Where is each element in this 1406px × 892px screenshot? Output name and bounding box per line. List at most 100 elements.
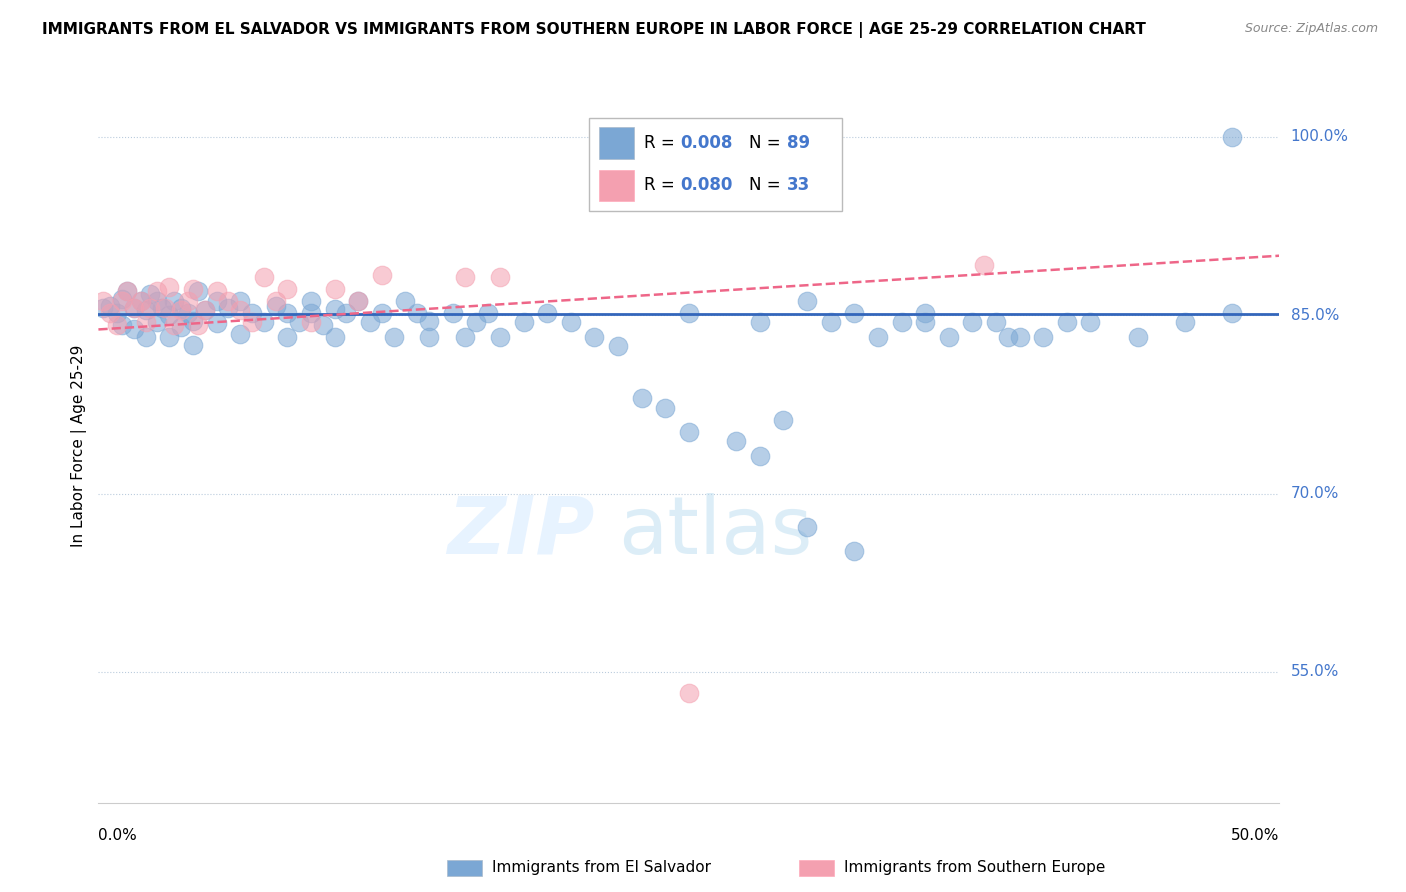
Point bbox=[997, 329, 1019, 343]
Point bbox=[150, 301, 173, 315]
Point bbox=[347, 293, 370, 308]
Point bbox=[135, 315, 157, 329]
Text: 85.0%: 85.0% bbox=[1291, 308, 1339, 323]
Point bbox=[240, 315, 263, 329]
Point bbox=[129, 293, 152, 308]
Point bbox=[177, 293, 200, 308]
Point bbox=[678, 306, 700, 320]
Point bbox=[181, 314, 204, 328]
Point bbox=[844, 306, 866, 320]
Point bbox=[135, 303, 157, 318]
Point bbox=[157, 329, 180, 343]
Point bbox=[820, 315, 842, 329]
Point bbox=[441, 306, 464, 320]
Point bbox=[205, 293, 228, 308]
Point bbox=[91, 293, 114, 308]
Text: 0.0%: 0.0% bbox=[98, 828, 138, 843]
Point bbox=[170, 301, 193, 315]
Point bbox=[264, 293, 287, 308]
Point bbox=[177, 306, 200, 320]
Text: Immigrants from Southern Europe: Immigrants from Southern Europe bbox=[844, 860, 1105, 874]
Bar bbox=[599, 127, 634, 159]
Point bbox=[163, 293, 186, 308]
Text: N =: N = bbox=[748, 177, 786, 194]
Point bbox=[489, 329, 512, 343]
Point bbox=[91, 301, 114, 315]
Point bbox=[1220, 129, 1243, 144]
Point bbox=[187, 285, 209, 299]
Point bbox=[194, 303, 217, 318]
Text: 0.080: 0.080 bbox=[681, 177, 733, 194]
Point bbox=[844, 543, 866, 558]
Point bbox=[796, 520, 818, 534]
Point bbox=[654, 401, 676, 415]
Point bbox=[181, 338, 204, 352]
Point bbox=[382, 329, 405, 343]
Point bbox=[914, 306, 936, 320]
Point bbox=[105, 306, 128, 320]
Point bbox=[512, 315, 534, 329]
Point bbox=[217, 293, 239, 308]
Text: 33: 33 bbox=[786, 177, 810, 194]
Point bbox=[98, 306, 121, 320]
Point bbox=[678, 686, 700, 700]
Point bbox=[560, 315, 582, 329]
Point bbox=[772, 413, 794, 427]
Point bbox=[371, 268, 394, 282]
Point bbox=[299, 293, 322, 308]
Point bbox=[170, 303, 193, 318]
Point bbox=[962, 315, 984, 329]
Text: IMMIGRANTS FROM EL SALVADOR VS IMMIGRANTS FROM SOUTHERN EUROPE IN LABOR FORCE | : IMMIGRANTS FROM EL SALVADOR VS IMMIGRANT… bbox=[42, 22, 1146, 38]
Point bbox=[1220, 306, 1243, 320]
Text: ZIP: ZIP bbox=[447, 492, 595, 571]
Point bbox=[1008, 329, 1031, 343]
Point bbox=[725, 434, 748, 449]
Text: atlas: atlas bbox=[619, 492, 813, 571]
Point bbox=[453, 270, 475, 285]
Point bbox=[146, 285, 169, 299]
FancyBboxPatch shape bbox=[589, 118, 842, 211]
Point bbox=[135, 329, 157, 343]
Point bbox=[157, 279, 180, 293]
Point bbox=[418, 314, 440, 328]
Point bbox=[890, 315, 912, 329]
Point bbox=[583, 329, 606, 343]
Point bbox=[607, 339, 630, 353]
Point bbox=[139, 286, 162, 301]
Point bbox=[122, 301, 145, 315]
Text: 0.008: 0.008 bbox=[681, 134, 733, 152]
Point bbox=[115, 285, 138, 299]
Point bbox=[276, 329, 298, 343]
Point bbox=[170, 320, 193, 334]
Bar bbox=[799, 860, 834, 876]
Point bbox=[299, 315, 322, 329]
Point bbox=[146, 293, 169, 308]
Point bbox=[264, 299, 287, 313]
Text: R =: R = bbox=[644, 134, 681, 152]
Point bbox=[678, 425, 700, 439]
Point bbox=[111, 292, 134, 306]
Point bbox=[394, 293, 416, 308]
Text: Source: ZipAtlas.com: Source: ZipAtlas.com bbox=[1244, 22, 1378, 36]
Point bbox=[111, 293, 134, 308]
Point bbox=[748, 315, 770, 329]
Point bbox=[465, 315, 488, 329]
Point bbox=[139, 301, 162, 315]
Point bbox=[111, 318, 134, 332]
Point bbox=[1126, 329, 1149, 343]
Point bbox=[489, 270, 512, 285]
Point bbox=[1056, 315, 1078, 329]
Point bbox=[359, 315, 381, 329]
Point bbox=[973, 258, 995, 272]
Point bbox=[630, 392, 652, 406]
Text: 100.0%: 100.0% bbox=[1291, 129, 1348, 145]
Point bbox=[335, 306, 357, 320]
Point bbox=[418, 329, 440, 343]
Point bbox=[153, 301, 176, 315]
Text: Immigrants from El Salvador: Immigrants from El Salvador bbox=[492, 860, 711, 874]
Point bbox=[194, 303, 217, 318]
Text: 89: 89 bbox=[786, 134, 810, 152]
Point bbox=[866, 329, 889, 343]
Point bbox=[796, 293, 818, 308]
Point bbox=[122, 301, 145, 315]
